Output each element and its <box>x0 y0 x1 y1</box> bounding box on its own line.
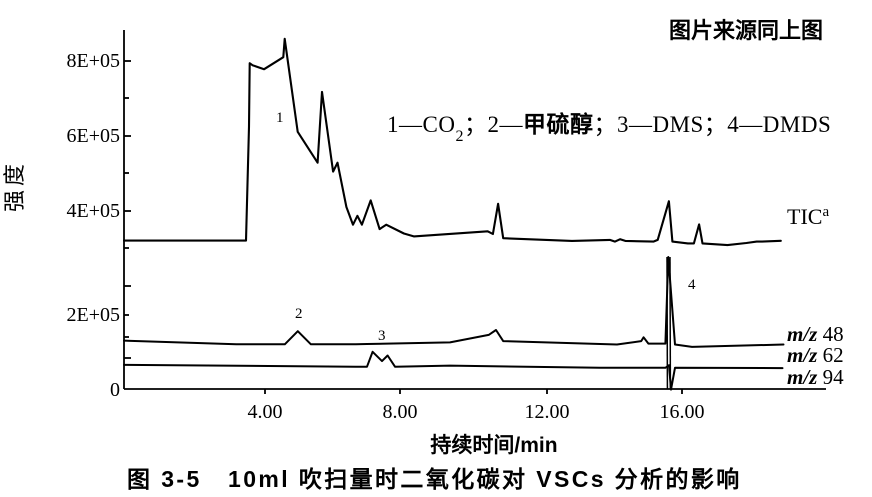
svg-text:4: 4 <box>688 277 696 293</box>
svg-text:1: 1 <box>276 110 284 126</box>
svg-text:m/z 94: m/z 94 <box>787 365 844 389</box>
svg-text:8E+05: 8E+05 <box>67 50 121 72</box>
svg-text:3: 3 <box>378 328 386 344</box>
svg-text:16.00: 16.00 <box>660 401 705 423</box>
svg-text:图片来源同上图: 图片来源同上图 <box>669 18 823 43</box>
svg-text:2: 2 <box>295 306 303 322</box>
svg-text:12.00: 12.00 <box>525 401 570 423</box>
svg-text:持续时间/min: 持续时间/min <box>430 433 557 457</box>
svg-text:图 3-5 10ml 吹扫量时二氧化碳对 VSCs 分析: 图 3-5 10ml 吹扫量时二氧化碳对 VSCs 分析的影响 <box>127 466 742 492</box>
svg-text:0: 0 <box>110 379 120 401</box>
svg-text:6E+05: 6E+05 <box>67 125 121 147</box>
svg-text:2E+05: 2E+05 <box>67 304 121 326</box>
svg-text:m/z 62: m/z 62 <box>787 343 844 367</box>
svg-text:4.00: 4.00 <box>248 401 283 423</box>
svg-text:强度: 强度 <box>2 160 27 212</box>
svg-text:8.00: 8.00 <box>383 401 418 423</box>
svg-text:4E+05: 4E+05 <box>67 200 121 222</box>
